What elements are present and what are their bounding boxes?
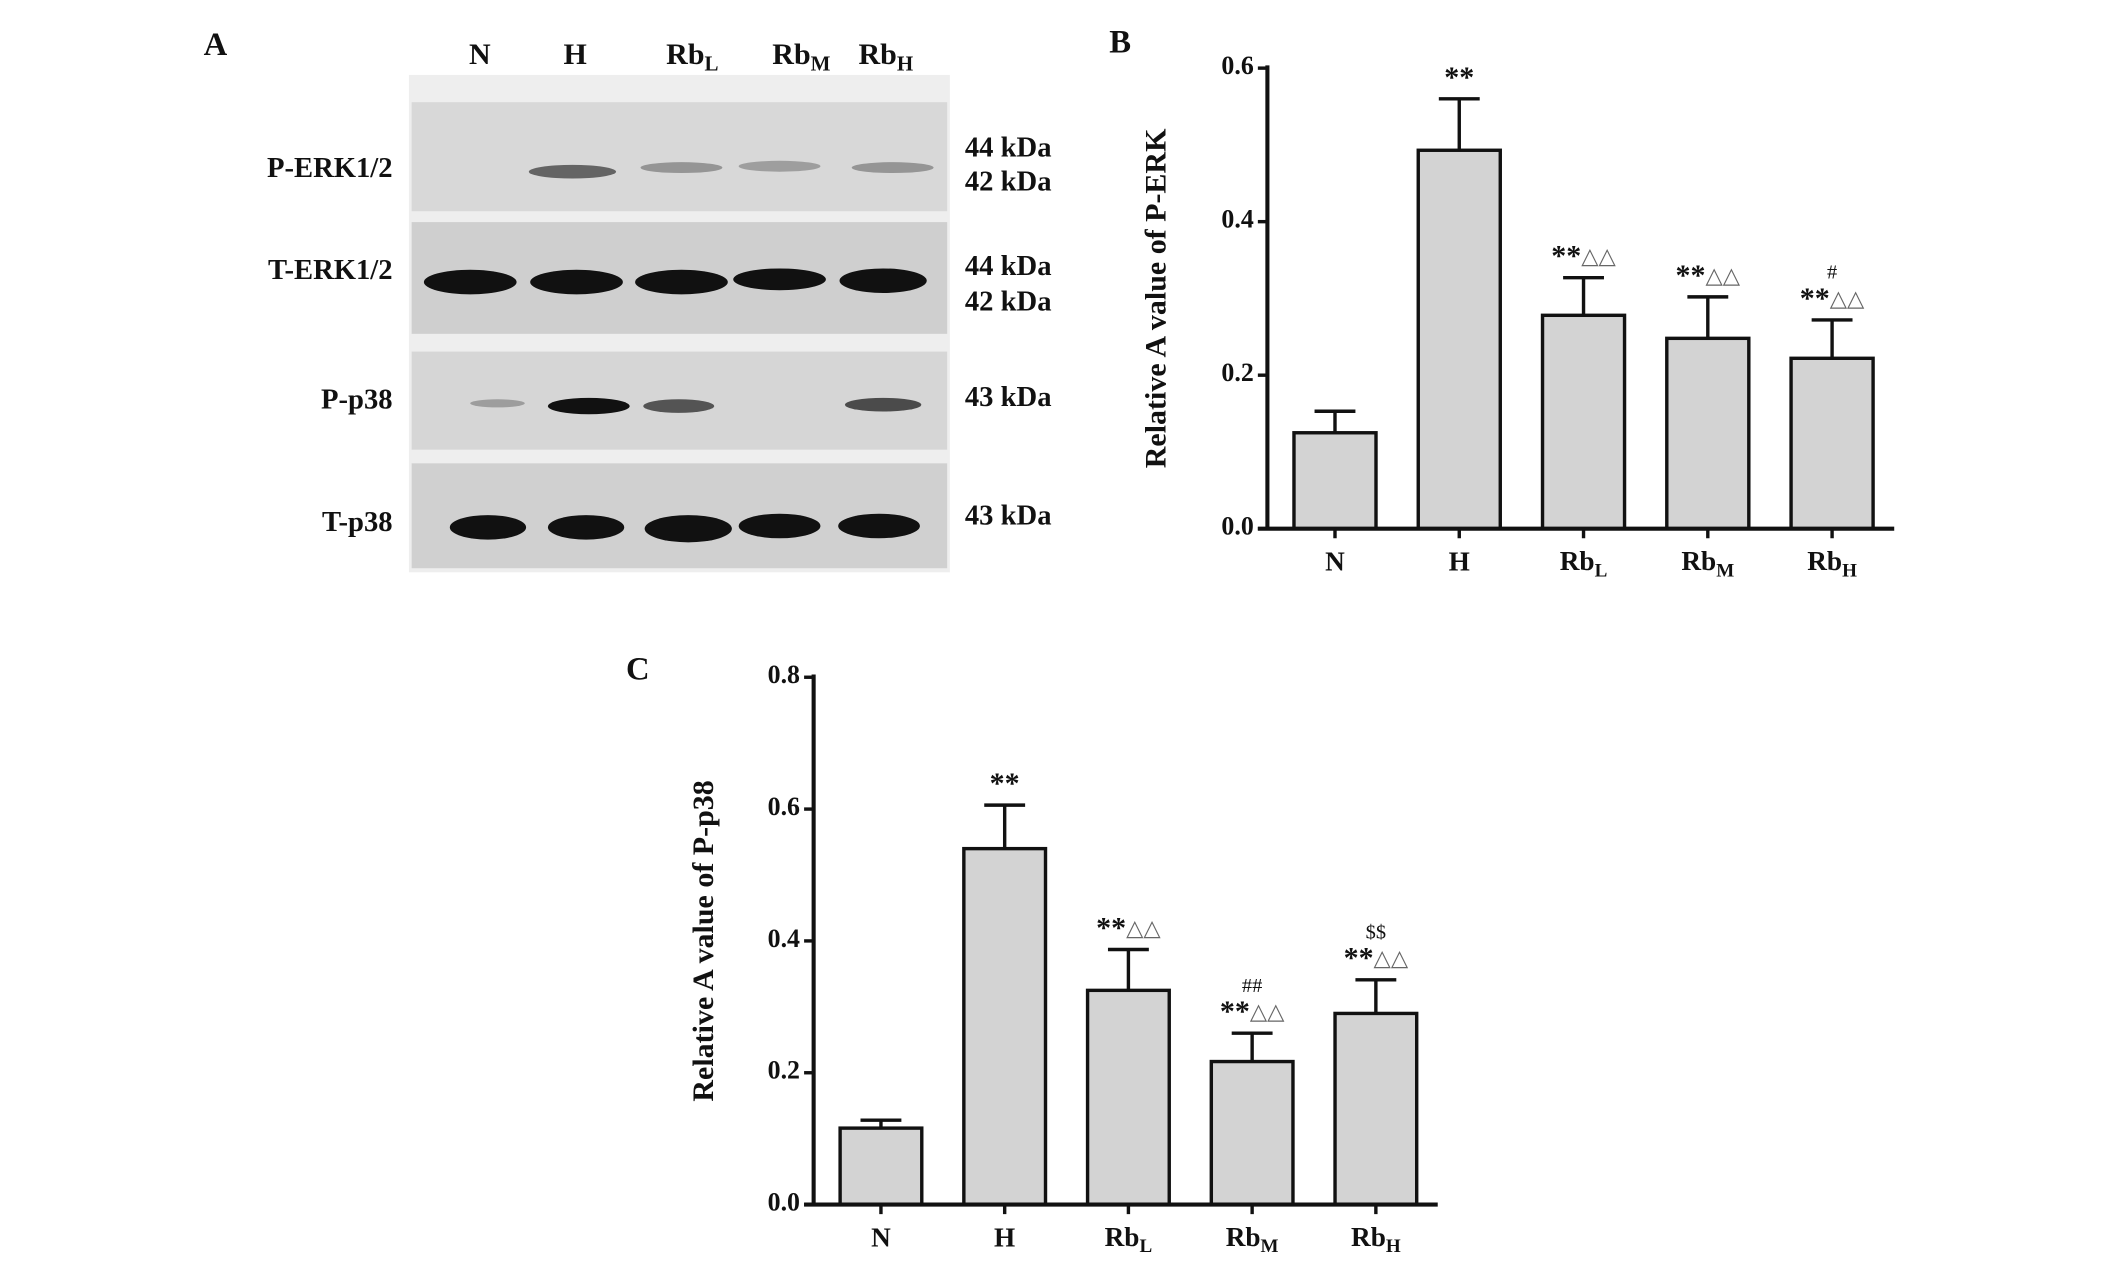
x-tick-label: RbM	[1226, 1222, 1279, 1257]
band	[851, 162, 934, 174]
significance: **△△	[1800, 282, 1865, 315]
bar	[1333, 1011, 1419, 1207]
band	[640, 162, 723, 174]
size-label: 43 kDa	[965, 500, 1052, 531]
bar	[1085, 988, 1171, 1207]
panel-label: A	[204, 27, 228, 63]
bar	[1789, 356, 1875, 531]
band	[643, 399, 715, 413]
significance: **△△	[1220, 995, 1285, 1028]
significance: **△△	[1344, 942, 1409, 975]
x-tick-label: RbM	[1681, 546, 1734, 581]
band	[844, 397, 922, 412]
panel-label: C	[626, 651, 650, 687]
x-tick-label: RbH	[1351, 1222, 1401, 1257]
significance: **	[1444, 61, 1474, 94]
band	[644, 515, 732, 543]
band	[839, 268, 927, 293]
size-label: 42 kDa	[965, 167, 1052, 198]
bar	[1292, 431, 1378, 531]
x-tick-label: N	[1325, 546, 1345, 576]
row-label: T-p38	[322, 507, 393, 538]
significance: **△△	[1096, 911, 1161, 944]
y-tick-label: 0.2	[1221, 358, 1253, 387]
y-tick-label: 0.8	[768, 660, 800, 689]
significance: ##	[1242, 975, 1262, 997]
band	[528, 164, 617, 179]
bands	[423, 160, 934, 543]
significance: #	[1827, 261, 1837, 283]
y-axis-label: Relative A value of P-p38	[687, 780, 720, 1101]
band	[530, 269, 623, 295]
lane-label: RbM	[772, 38, 830, 75]
lane-label: N	[469, 38, 491, 71]
x-tick-label: RbH	[1807, 546, 1857, 581]
size-label: 44 kDa	[965, 132, 1052, 163]
blot-image	[408, 74, 950, 573]
lane-label: RbH	[859, 38, 914, 75]
y-tick-label: 0.0	[1221, 512, 1253, 541]
band	[738, 513, 821, 539]
band	[635, 269, 728, 295]
x-tick-label: N	[871, 1222, 891, 1252]
band	[547, 397, 630, 415]
blot-strip	[411, 102, 948, 212]
lane-label: H	[564, 38, 587, 71]
band	[423, 269, 517, 295]
row-label: P-ERK1/2	[267, 153, 393, 184]
x-tick-label: H	[1449, 546, 1470, 576]
band	[449, 515, 527, 540]
bar	[962, 846, 1048, 1207]
y-tick-label: 0.4	[768, 924, 800, 953]
x-tick-label: RbL	[1560, 546, 1608, 581]
bar	[1416, 148, 1502, 531]
band	[838, 513, 920, 539]
row-label: T-ERK1/2	[268, 255, 393, 286]
significance: $$	[1366, 921, 1386, 943]
significance: **△△	[1676, 259, 1741, 292]
band	[733, 268, 826, 291]
size-label: 42 kDa	[965, 286, 1052, 317]
y-axis-label: Relative A value of P-ERK	[1139, 128, 1172, 468]
row-label: P-p38	[321, 385, 393, 416]
band	[470, 399, 525, 408]
y-tick-label: 0.4	[1221, 205, 1253, 234]
y-tick-label: 0.6	[768, 792, 800, 821]
panel-label: B	[1109, 24, 1131, 60]
x-tick-label: RbL	[1105, 1222, 1153, 1257]
bar	[1209, 1059, 1295, 1207]
x-tick-label: H	[994, 1222, 1015, 1252]
bar	[1665, 336, 1751, 531]
significance: **△△	[1551, 239, 1616, 272]
size-label: 44 kDa	[965, 251, 1052, 282]
bar	[838, 1126, 924, 1207]
y-tick-label: 0.0	[768, 1188, 800, 1217]
y-tick-label: 0.6	[1221, 51, 1253, 80]
size-label: 43 kDa	[965, 382, 1052, 413]
bar	[1540, 313, 1627, 531]
significance: **	[990, 767, 1020, 800]
band	[547, 515, 625, 540]
lane-label: RbL	[666, 38, 718, 75]
band	[738, 160, 821, 172]
y-tick-label: 0.2	[768, 1056, 800, 1085]
